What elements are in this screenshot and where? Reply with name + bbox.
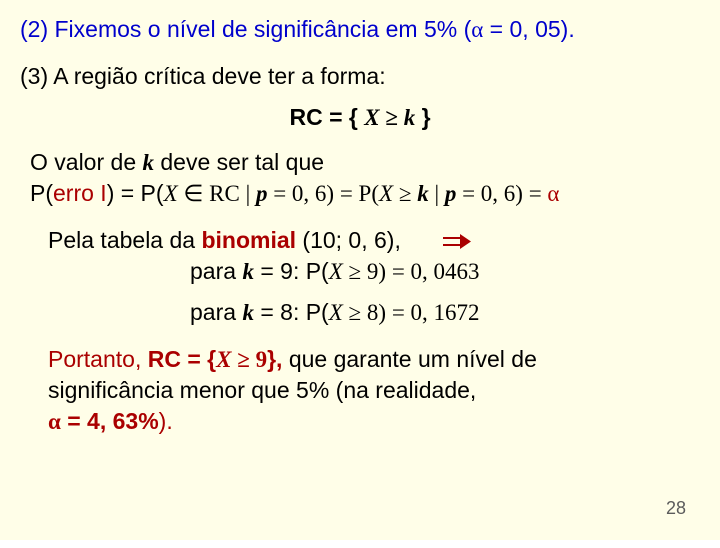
portanto-line2: significância menor que 5% (na realidade…	[48, 375, 700, 406]
pline-p: p	[256, 181, 268, 206]
p9-c: ≥ 9) = 0, 0463	[343, 259, 480, 284]
para-k8-line: para k = 8: P(X ≥ 8) = 0, 1672	[20, 297, 700, 328]
pline-p2: p	[445, 181, 457, 206]
port-ge: ≥	[231, 347, 255, 372]
page-number: 28	[666, 496, 686, 520]
port-f: ).	[159, 408, 173, 434]
port-d: α	[48, 409, 61, 434]
p8-c: ≥ 8) = 0, 1672	[343, 300, 480, 325]
p8-x: X	[329, 300, 343, 325]
kline-a: O valor de	[30, 149, 143, 175]
port-a: Portanto,	[48, 346, 148, 372]
tabela-b: binomial	[201, 227, 296, 253]
rc-x: X	[364, 105, 379, 130]
step2-text-a: (2) Fixemos o nível de significância em …	[20, 16, 471, 42]
k-intro-line: O valor de k deve ser tal que	[20, 147, 700, 178]
pline-b: ) = P(	[107, 180, 164, 206]
p9-b: = 9: P(	[254, 258, 329, 284]
port-b: que garante um nível de	[282, 346, 536, 372]
rc-right: }	[415, 104, 430, 130]
implies-arrow-icon	[442, 233, 472, 251]
kline-k: k	[143, 150, 155, 175]
step3-text: (3) A região crítica deve ter a forma:	[20, 63, 386, 89]
pline-x2: X	[379, 181, 393, 206]
p9-k: k	[242, 259, 254, 284]
p9-x: X	[329, 259, 343, 284]
tabela-c: (10; 0, 6),	[296, 227, 401, 253]
pline-e: ≥	[393, 181, 417, 206]
p8-k: k	[242, 300, 254, 325]
pline-x: X	[164, 181, 178, 206]
pline-alpha: α	[547, 181, 559, 206]
step-2-line: (2) Fixemos o nível de significância em …	[20, 14, 700, 45]
erro-i: erro I	[53, 180, 107, 206]
p8-a: para	[190, 299, 242, 325]
step2-text-b: = 0, 05).	[483, 16, 574, 42]
kline-b: deve ser tal que	[154, 149, 324, 175]
p9-a: para	[190, 258, 242, 284]
port-e: = 4, 63%	[61, 408, 159, 434]
rc-left: RC = {	[289, 104, 364, 130]
pline-k: k	[417, 181, 429, 206]
pline-d: = 0, 6) = P(	[267, 181, 379, 206]
p8-b: = 8: P(	[254, 299, 329, 325]
pline-g: = 0, 6) =	[456, 181, 547, 206]
tabela-a: Pela tabela da	[48, 227, 201, 253]
alpha-symbol: α	[471, 17, 483, 42]
rc-definition: RC = { X ≥ k }	[20, 102, 700, 133]
port-nine: 9	[256, 347, 268, 372]
para-k9-line: para k = 9: P(X ≥ 9) = 0, 0463	[20, 256, 700, 287]
port-rb: },	[267, 346, 282, 372]
port-x: X	[216, 347, 231, 372]
tabela-line: Pela tabela da binomial (10; 0, 6),	[20, 225, 700, 256]
pline-c: ∈ RC |	[178, 181, 256, 206]
portanto-line1: Portanto, RC = {X ≥ 9}, que garante um n…	[48, 344, 700, 375]
pline-f: |	[429, 181, 445, 206]
rc-k: k	[404, 105, 416, 130]
port-c: significância menor que 5% (na realidade…	[48, 377, 476, 403]
port-rc: RC = {	[148, 346, 216, 372]
pline-a: P(	[30, 180, 53, 206]
step-3-line: (3) A região crítica deve ter a forma:	[20, 61, 700, 92]
rc-ge: ≥	[380, 105, 404, 130]
portanto-block: Portanto, RC = {X ≥ 9}, que garante um n…	[20, 344, 700, 437]
portanto-line3: α = 4, 63%).	[48, 406, 700, 437]
p-error-line: P(erro I) = P(X ∈ RC | p = 0, 6) = P(X ≥…	[20, 178, 700, 209]
